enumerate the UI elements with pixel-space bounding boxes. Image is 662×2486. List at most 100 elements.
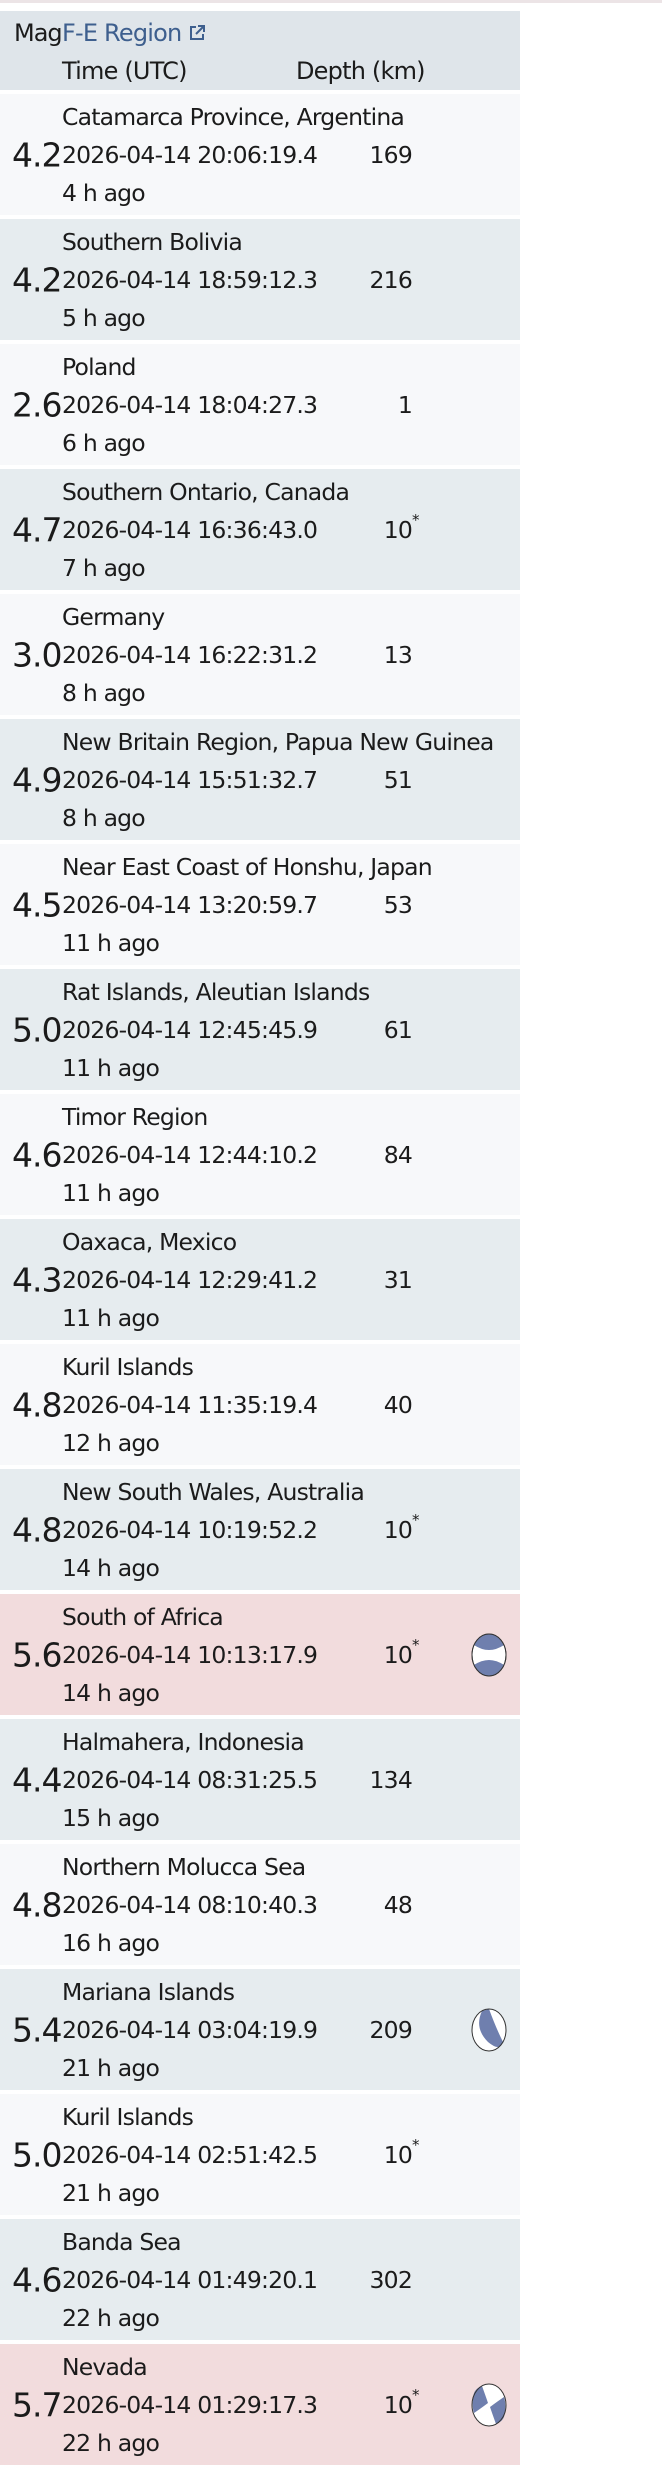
event-region[interactable]: Kuril Islands [62,1353,194,1381]
event-depth: 84 [384,1136,413,1174]
event-depth: 13 [383,636,413,674]
event-details: Germany 2026-04-14 16:22:31.2 13 8 h ago [62,598,512,712]
event-region[interactable]: Nevada [62,2353,148,2381]
event-row[interactable]: 5.6 South of Africa 2026-04-14 10:13:17.… [0,1594,520,1715]
event-region[interactable]: Poland [62,353,136,381]
event-row[interactable]: 5.7 Nevada 2026-04-14 01:29:17.3 10 * 22 … [0,2344,520,2465]
event-depth: 51 [384,761,413,799]
depth-fixed-flag: * [412,2386,419,2404]
event-row[interactable]: 2.6 Poland 2026-04-14 18:04:27.3 1 6 h a… [0,344,520,465]
event-time-depth: 2026-04-14 01:29:17.3 10 * [62,2386,512,2424]
event-region[interactable]: Timor Region [62,1103,208,1131]
event-time: 2026-04-14 02:51:42.5 [62,2141,318,2169]
event-time: 2026-04-14 13:20:59.7 [62,891,318,919]
event-time: 2026-04-14 11:35:19.4 [62,1391,318,1419]
earthquake-table: Mag F-E Region Time (UTC) Depth (km) 4.2… [0,11,520,2465]
event-time: 2026-04-14 16:36:43.0 [62,516,318,544]
beachball-focal-mechanism-icon[interactable] [470,2006,508,2054]
event-magnitude: 5.4 [12,2010,62,2049]
event-region[interactable]: Southern Ontario, Canada [62,478,350,506]
event-row[interactable]: 4.9 New Britain Region, Papua New Guinea… [0,719,520,840]
event-row[interactable]: 4.8 Northern Molucca Sea 2026-04-14 08:1… [0,1844,520,1965]
event-relative-time: 4 h ago [62,179,146,207]
event-region[interactable]: Kuril Islands [62,2103,194,2131]
event-region[interactable]: Near East Coast of Honshu, Japan [62,853,433,881]
event-region[interactable]: Germany [62,603,165,631]
event-region[interactable]: Mariana Islands [62,1978,235,2006]
event-row[interactable]: 5.4 Mariana Islands 2026-04-14 03:04:19.… [0,1969,520,2090]
event-time-depth: 2026-04-14 18:04:27.3 1 [62,386,512,424]
event-magnitude: 5.0 [12,1010,62,1049]
event-details: New South Wales, Australia 2026-04-14 10… [62,1473,512,1587]
beachball-focal-mechanism-icon[interactable] [470,1631,508,1679]
event-depth: 10 * [384,2136,420,2174]
beachball-focal-mechanism-icon[interactable] [470,2381,508,2429]
event-details: Rat Islands, Aleutian Islands 2026-04-14… [62,973,512,1087]
event-region[interactable]: New Britain Region, Papua New Guinea [62,728,494,756]
event-row[interactable]: 4.6 Banda Sea 2026-04-14 01:49:20.1 302 … [0,2219,520,2340]
event-row[interactable]: 4.5 Near East Coast of Honshu, Japan 202… [0,844,520,965]
header-time[interactable]: Time (UTC) [62,57,187,85]
event-region[interactable]: Southern Bolivia [62,228,243,256]
event-relative-time: 14 h ago [62,1554,160,1582]
event-time-depth: 2026-04-14 10:19:52.2 10 * [62,1511,512,1549]
event-time-depth: 2026-04-14 08:10:40.3 48 [62,1886,512,1924]
event-depth: 40 [384,1386,413,1424]
event-magnitude: 3.0 [12,635,62,674]
event-magnitude: 4.8 [12,1385,62,1424]
event-row[interactable]: 4.8 Kuril Islands 2026-04-14 11:35:19.4 … [0,1344,520,1465]
event-magnitude: 4.4 [12,1760,62,1799]
event-depth-value: 1 [397,391,413,419]
event-row[interactable]: 4.2 Catamarca Province, Argentina 2026-0… [0,94,520,215]
event-row[interactable]: 5.0 Kuril Islands 2026-04-14 02:51:42.5 … [0,2094,520,2215]
event-row[interactable]: 4.8 New South Wales, Australia 2026-04-1… [0,1469,520,1590]
event-row[interactable]: 4.6 Timor Region 2026-04-14 12:44:10.2 8… [0,1094,520,1215]
event-relative-time: 21 h ago [62,2054,160,2082]
event-details: Catamarca Province, Argentina 2026-04-14… [62,98,512,212]
event-time-depth: 2026-04-14 16:22:31.2 13 [62,636,512,674]
event-time: 2026-04-14 03:04:19.9 [62,2016,318,2044]
event-region[interactable]: Northern Molucca Sea [62,1853,306,1881]
event-depth: 10 * [384,2386,420,2424]
event-details: Halmahera, Indonesia 2026-04-14 08:31:25… [62,1723,512,1837]
event-depth: 169 [370,136,413,174]
header-region-label[interactable]: F-E Region [62,19,182,47]
external-link-icon[interactable] [187,23,207,43]
event-row[interactable]: 3.0 Germany 2026-04-14 16:22:31.2 13 8 h… [0,594,520,715]
event-row[interactable]: 4.2 Southern Bolivia 2026-04-14 18:59:12… [0,219,520,340]
event-region[interactable]: Catamarca Province, Argentina [62,103,405,131]
event-magnitude: 4.3 [12,1260,62,1299]
event-region[interactable]: Halmahera, Indonesia [62,1728,305,1756]
event-row[interactable]: 4.3 Oaxaca, Mexico 2026-04-14 12:29:41.2… [0,1219,520,1340]
event-depth: 31 [384,1261,413,1299]
event-time-depth: 2026-04-14 11:35:19.4 40 [62,1386,512,1424]
event-details: Oaxaca, Mexico 2026-04-14 12:29:41.2 31 … [62,1223,512,1337]
event-depth: 61 [384,1011,413,1049]
event-details: New Britain Region, Papua New Guinea 202… [62,723,512,837]
event-region[interactable]: Banda Sea [62,2228,182,2256]
event-time: 2026-04-14 12:45:45.9 [62,1016,318,1044]
event-relative-time: 16 h ago [62,1929,160,1957]
event-depth: 216 [370,261,413,299]
event-details: Kuril Islands 2026-04-14 02:51:42.5 10 * … [62,2098,512,2212]
event-region[interactable]: Rat Islands, Aleutian Islands [62,978,370,1006]
event-relative-time: 11 h ago [62,1304,160,1332]
event-relative-time: 12 h ago [62,1429,160,1457]
event-time: 2026-04-14 15:51:32.7 [62,766,318,794]
event-region[interactable]: Oaxaca, Mexico [62,1228,237,1256]
event-region[interactable]: South of Africa [62,1603,224,1631]
event-row[interactable]: 4.7 Southern Ontario, Canada 2026-04-14 … [0,469,520,590]
event-time-depth: 2026-04-14 01:49:20.1 302 [62,2261,512,2299]
event-time: 2026-04-14 18:04:27.3 [62,391,318,419]
event-row[interactable]: 5.0 Rat Islands, Aleutian Islands 2026-0… [0,969,520,1090]
header-region-link[interactable]: F-E Region [62,19,207,47]
event-row[interactable]: 4.4 Halmahera, Indonesia 2026-04-14 08:3… [0,1719,520,1840]
event-depth-value: 13 [383,641,413,669]
header-mag[interactable]: Mag [14,19,63,47]
event-region[interactable]: New South Wales, Australia [62,1478,365,1506]
event-magnitude: 4.6 [12,1135,62,1174]
header-depth[interactable]: Depth (km) [296,57,426,85]
event-relative-time: 8 h ago [62,679,146,707]
event-time: 2026-04-14 01:49:20.1 [62,2266,318,2294]
event-depth: 1 [397,386,413,424]
